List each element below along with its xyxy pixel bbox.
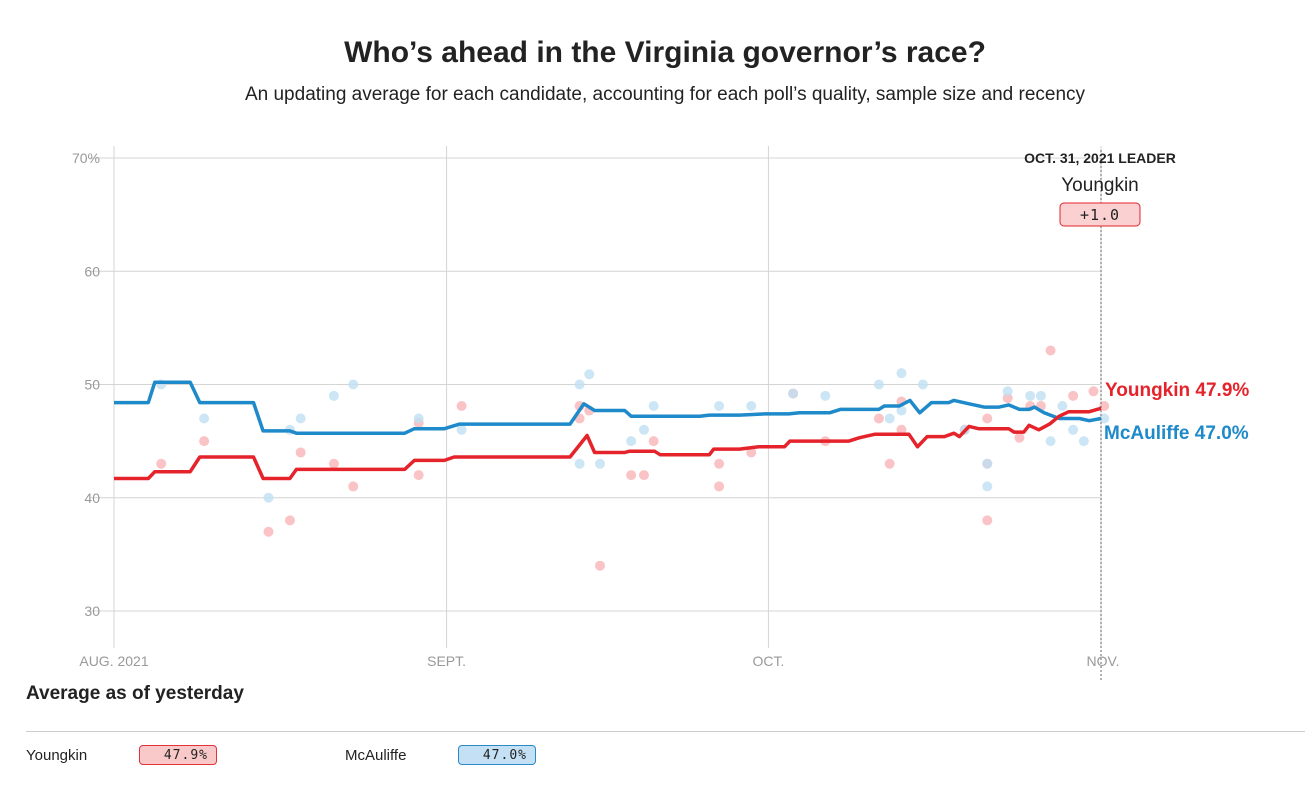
mcauliffe-poll-dot	[574, 379, 585, 390]
youngkin-poll-dot	[746, 447, 757, 458]
leader-margin-badge	[1059, 202, 1141, 227]
mcauliffe-poll-dot	[638, 424, 649, 435]
poll-average-chart: 70% 60 50 40 30 AUG. 2021 SEPT. OCT. NOV. OCT. 3…	[72, 146, 1249, 682]
mcauliffe-poll-dot	[1002, 386, 1013, 397]
y-tick-label: 60	[84, 263, 100, 279]
mcauliffe-end-label: McAuliffe 47.0%	[1104, 423, 1249, 444]
y-tick-label: 50	[84, 377, 100, 393]
youngkin-poll-dot	[263, 526, 274, 537]
youngkin-poll-dot	[594, 560, 605, 571]
x-tick-label: OCT.	[752, 653, 784, 669]
youngkin-poll-dot	[714, 458, 725, 469]
leader-name: Youngkin	[1061, 175, 1138, 196]
x-tick-label: SEPT.	[427, 653, 466, 669]
mcauliffe-poll-dot	[917, 379, 928, 390]
youngkin-end-label: Youngkin 47.9%	[1105, 380, 1249, 401]
leader-margin: +1.0	[1080, 206, 1120, 224]
youngkin-poll-dot	[413, 470, 424, 481]
youngkin-poll-dot	[199, 436, 210, 447]
mcauliffe-poll-dot	[594, 458, 605, 469]
x-tick-label: AUG. 2021	[79, 653, 148, 669]
mcauliffe-poll-dot	[746, 401, 757, 412]
mcauliffe-poll-dot	[1025, 390, 1036, 401]
mcauliffe-poll-dot	[1099, 413, 1110, 424]
youngkin-poll-dot	[982, 413, 993, 424]
youngkin-poll-dot	[714, 481, 725, 492]
mcauliffe-poll-dot	[896, 405, 907, 416]
mcauliffe-poll-dot	[896, 368, 907, 379]
youngkin-poll-dot	[1014, 432, 1025, 443]
mcauliffe-poll-dot	[413, 413, 424, 424]
youngkin-poll-dot	[896, 424, 907, 435]
youngkin-poll-dot	[156, 458, 167, 469]
mcauliffe-poll-dot	[456, 424, 467, 435]
youngkin-poll-dot	[284, 515, 295, 526]
youngkin-poll-dot	[1068, 390, 1079, 401]
mcauliffe-poll-dot	[626, 436, 637, 447]
mcauliffe-poll-dot	[820, 390, 831, 401]
mcauliffe-poll-dot	[1045, 436, 1056, 447]
mcauliffe-poll-dot	[584, 369, 595, 380]
summary-youngkin-label: Youngkin	[26, 747, 88, 764]
mcauliffe-poll-dot	[1057, 401, 1068, 412]
mcauliffe-poll-dot	[982, 481, 993, 492]
summary-heading: Average as of yesterday	[26, 683, 244, 704]
mcauliffe-poll-dot	[884, 413, 895, 424]
youngkin-poll-dot	[295, 447, 306, 458]
mcauliffe-poll-dot	[873, 379, 884, 390]
summary-mcauliffe-label: McAuliffe	[345, 747, 407, 764]
summary-mcauliffe-value: 47.0%	[458, 745, 536, 765]
y-tick-label: 30	[84, 603, 100, 619]
mcauliffe-poll-dot	[788, 388, 799, 399]
mcauliffe-poll-dot	[714, 401, 725, 412]
mcauliffe-poll-dot	[574, 458, 585, 469]
mcauliffe-poll-dot	[648, 401, 659, 412]
mcauliffe-poll-dot	[199, 413, 210, 424]
y-tick-label: 40	[84, 490, 100, 506]
y-tick-label: 70%	[72, 150, 100, 166]
mcauliffe-poll-dot	[1068, 424, 1079, 435]
summary-youngkin-value: 47.9%	[139, 745, 217, 765]
summary-divider	[26, 731, 1305, 732]
mcauliffe-poll-dot	[982, 458, 993, 469]
youngkin-poll-dot	[1099, 401, 1110, 412]
youngkin-average-line	[114, 406, 1102, 481]
mcauliffe-poll-dot	[328, 390, 339, 401]
chart-title: Who’s ahead in the Virginia governor’s r…	[344, 36, 986, 69]
mcauliffe-poll-dot	[348, 379, 359, 390]
mcauliffe-poll-dot	[1078, 436, 1089, 447]
mcauliffe-average-line	[114, 380, 1102, 435]
youngkin-poll-dot	[1045, 345, 1056, 356]
youngkin-poll-dot	[348, 481, 359, 492]
youngkin-poll-dot	[1088, 386, 1099, 397]
mcauliffe-poll-dot	[263, 492, 274, 503]
youngkin-poll-dot	[638, 470, 649, 481]
youngkin-poll-dot	[328, 458, 339, 469]
youngkin-poll-dot	[982, 515, 993, 526]
mcauliffe-poll-dot	[1035, 390, 1046, 401]
youngkin-poll-dot	[626, 470, 637, 481]
youngkin-poll-dot	[873, 413, 884, 424]
x-tick-label: NOV.	[1087, 653, 1120, 669]
mcauliffe-poll-dot	[295, 413, 306, 424]
youngkin-poll-dot	[884, 458, 895, 469]
leader-heading: OCT. 31, 2021 LEADER	[1024, 150, 1176, 166]
youngkin-poll-dot	[648, 436, 659, 447]
youngkin-poll-dot	[456, 401, 467, 412]
chart-subtitle: An updating average for each candidate, …	[244, 84, 1086, 105]
